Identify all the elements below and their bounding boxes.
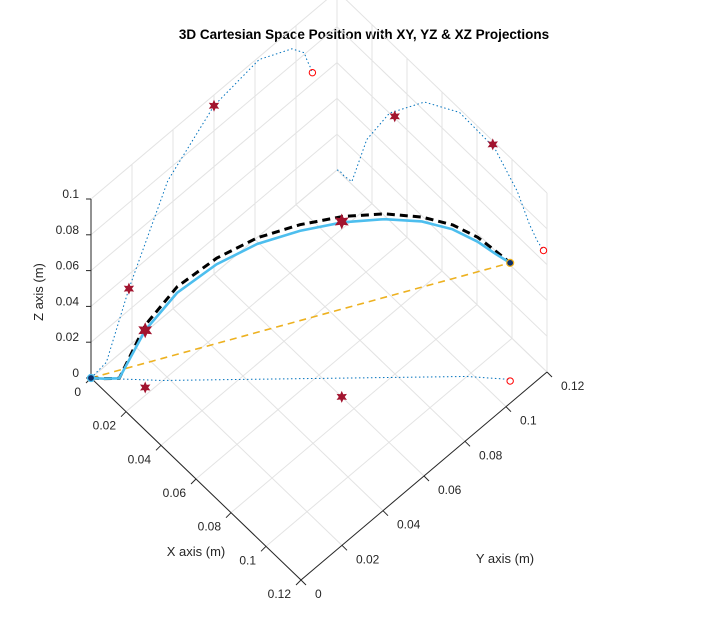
grid-line xyxy=(295,204,507,408)
x-tick xyxy=(155,444,162,451)
x-tick-label: 0.08 xyxy=(198,520,222,534)
z-tick-label: 0.1 xyxy=(62,187,79,201)
x-tick-labels: 0 0.02 0.04 0.06 0.08 0.1 0.12 xyxy=(74,377,302,601)
y-tick xyxy=(341,544,348,551)
end-point-projection-marker xyxy=(308,68,317,77)
x-tick xyxy=(190,478,197,485)
xz-projection-line xyxy=(336,101,544,251)
end-point-projection-marker xyxy=(506,377,514,385)
grid-line xyxy=(90,26,338,236)
straight-line-path xyxy=(90,262,511,379)
grid-line xyxy=(90,62,338,271)
yz-projection-line xyxy=(90,48,313,379)
grid-line xyxy=(213,273,425,477)
end-point-projection-marker xyxy=(539,246,548,255)
waypoint-marker xyxy=(336,390,347,403)
y-tick-label: 0.04 xyxy=(397,518,421,532)
y-tick xyxy=(546,371,553,378)
grid-line xyxy=(336,98,548,301)
y-tick-label: 0 xyxy=(315,587,322,601)
y-tick xyxy=(505,406,512,413)
y-tick-label: 0.12 xyxy=(561,379,585,393)
x-tick-label: 0.04 xyxy=(128,452,152,466)
xy-projection-line xyxy=(90,375,509,381)
x-tick-label: 0.06 xyxy=(163,486,187,500)
z-axis-label: Z axis (m) xyxy=(31,263,46,321)
y-tick-label: 0.06 xyxy=(438,483,462,497)
grid-line xyxy=(131,342,343,546)
grid-lines xyxy=(90,0,548,581)
chart-title: 3D Cartesian Space Position with XY, YZ … xyxy=(179,27,549,42)
start-point-marker xyxy=(86,373,96,383)
trajectory-line xyxy=(90,217,511,380)
grid-line xyxy=(90,0,328,200)
z-tick-label: 0.08 xyxy=(56,223,80,237)
waypoint-marker xyxy=(123,282,135,295)
grid-line xyxy=(336,169,548,373)
grid-line xyxy=(336,62,548,265)
x-tick xyxy=(225,512,232,519)
grid-line xyxy=(254,238,466,442)
y-tick xyxy=(382,510,389,517)
grid-line xyxy=(90,98,338,307)
x-tick xyxy=(120,411,127,418)
z-tick-label: 0.06 xyxy=(56,259,80,273)
x-tick xyxy=(260,545,267,552)
x-tick-label: 0.1 xyxy=(239,553,256,567)
waypoint-marker xyxy=(389,110,400,123)
grid-line xyxy=(345,0,548,194)
y-tick-label: 0.02 xyxy=(356,552,380,566)
x-tick xyxy=(295,579,302,586)
plot-area xyxy=(86,48,548,403)
z-tick-labels: 0 0.02 0.04 0.06 0.08 0.1 xyxy=(56,187,91,380)
waypoint-marker xyxy=(208,99,220,112)
waypoint-marker xyxy=(140,381,151,394)
grid-line xyxy=(90,133,338,343)
y-tick-label: 0.1 xyxy=(520,414,537,428)
reference-trajectory-line xyxy=(90,212,512,381)
x-tick-label: 0.12 xyxy=(268,587,292,601)
grid-line xyxy=(336,133,548,337)
x-axis-label: X axis (m) xyxy=(167,544,226,559)
grid-line xyxy=(172,308,384,512)
y-tick xyxy=(300,579,307,586)
z-tick-label: 0 xyxy=(72,366,79,380)
y-tick-labels: 0 0.02 0.04 0.06 0.08 0.1 0.12 xyxy=(300,371,585,601)
z-tick-label: 0.04 xyxy=(56,294,80,308)
x-tick-label: 0 xyxy=(74,385,81,399)
waypoint-marker xyxy=(334,213,349,230)
waypoint-marker xyxy=(138,322,153,339)
grid-line xyxy=(336,26,548,230)
z-tick-label: 0.02 xyxy=(56,330,80,344)
y-axis-label: Y axis (m) xyxy=(476,551,534,566)
y-tick-label: 0.08 xyxy=(479,448,503,462)
grid-line xyxy=(90,169,338,379)
x-tick-label: 0.02 xyxy=(93,419,117,433)
y-tick xyxy=(423,475,430,482)
waypoint-marker xyxy=(487,138,498,151)
y-tick xyxy=(464,440,471,447)
end-point-marker xyxy=(506,258,515,267)
